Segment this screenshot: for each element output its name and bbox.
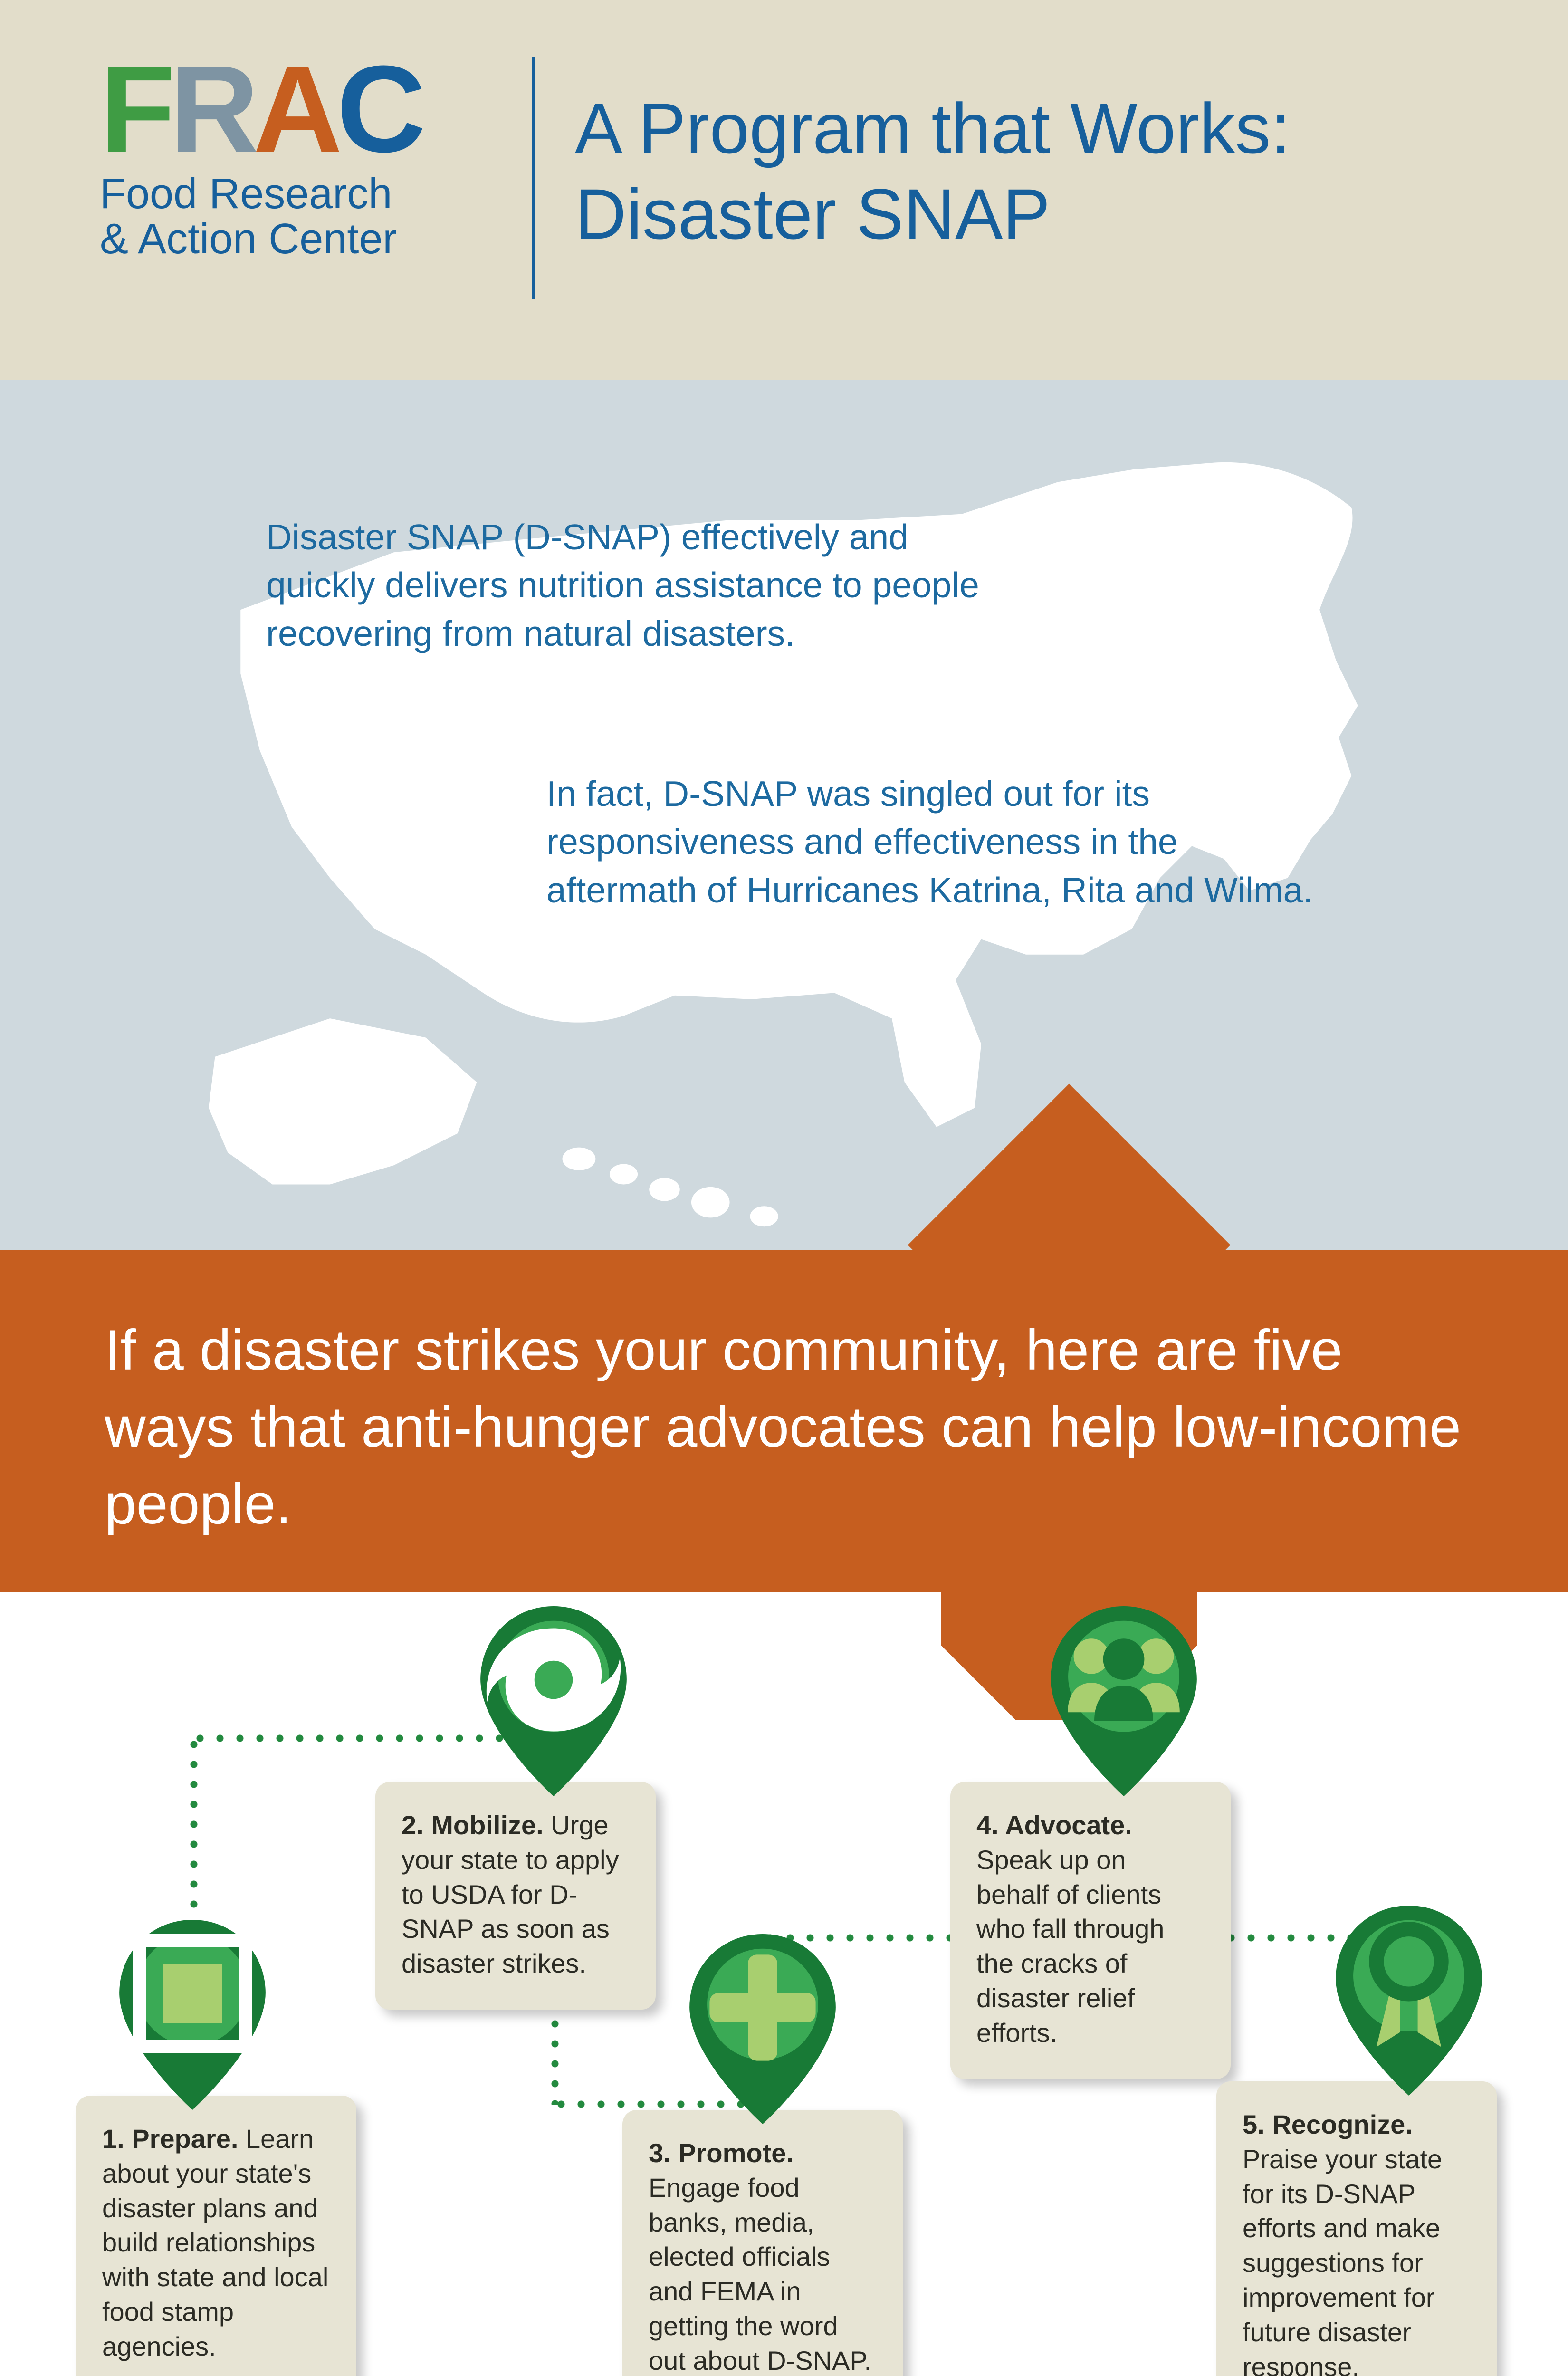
logo-letter-f: F (100, 40, 170, 178)
page-title: A Program that Works: Disaster SNAP (575, 86, 1478, 257)
logo-subtitle: Food Research & Action Center (100, 172, 527, 261)
pin-4 (1050, 1606, 1197, 1796)
pin-3 (689, 1934, 836, 2124)
orange-band: If a disaster strikes your community, he… (0, 1250, 1568, 1592)
square-icon (119, 1920, 266, 2067)
logo-letter-a: A (253, 40, 337, 178)
header-divider (532, 57, 535, 299)
header: FRAC Food Research & Action Center A Pro… (0, 0, 1568, 380)
step-card-5: 5. Recognize. Praise your state for its … (1216, 2081, 1497, 2376)
ribbon-icon (1335, 1906, 1482, 2053)
hero-paragraph-2: In fact, D-SNAP was singled out for its … (546, 770, 1330, 914)
step-card-4: 4. Advocate. Speak up on behalf of clien… (950, 1782, 1231, 2079)
hurricane-icon (480, 1606, 627, 1753)
steps-section: 1. Prepare. Learn about your state's dis… (0, 1592, 1568, 2376)
step-card-3: 3. Promote. Engage food banks, media, el… (622, 2110, 903, 2376)
step-card-2: 2. Mobilize. Urge your state to apply to… (375, 1782, 656, 2010)
pin-1 (119, 1920, 266, 2110)
band-text: If a disaster strikes your community, he… (105, 1312, 1463, 1542)
pin-5 (1335, 1906, 1482, 2096)
hero-paragraph-1: Disaster SNAP (D-SNAP) effectively and q… (266, 513, 1003, 658)
logo-letter-c: C (336, 40, 420, 178)
people-icon (1050, 1606, 1197, 1753)
logo-letters: FRAC (100, 57, 527, 162)
logo-letter-r: R (170, 40, 253, 178)
frac-logo: FRAC Food Research & Action Center (100, 57, 527, 261)
plus-icon (689, 1934, 836, 2081)
step-card-1: 1. Prepare. Learn about your state's dis… (76, 2096, 356, 2376)
pin-2 (480, 1606, 627, 1796)
